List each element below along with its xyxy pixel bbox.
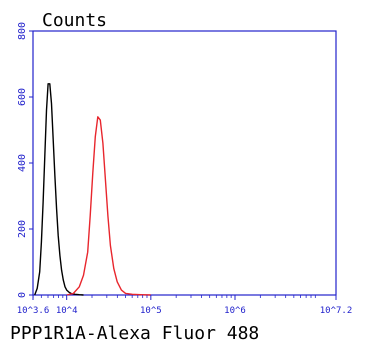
axes-layer: 0 200 400 600 800 10^3.6 10^4 10^5 10^6 10^7.2 <box>17 22 353 316</box>
plot-frame <box>32 30 337 296</box>
y-tick-label: 200 <box>17 220 28 238</box>
x-tick-label: 10^3.6 <box>17 306 50 316</box>
y-tick-label: 600 <box>17 88 28 106</box>
series-line-1 <box>34 83 84 296</box>
series-line-2 <box>66 116 151 296</box>
y-tick-label: 400 <box>17 154 28 172</box>
x-tick-label: 10^5 <box>140 306 162 316</box>
x-tick-label: 10^6 <box>224 306 246 316</box>
x-tick-label: 10^4 <box>56 306 78 316</box>
y-tick-label: 800 <box>17 22 28 40</box>
x-tick-label: 10^7.2 <box>320 306 353 316</box>
curves-layer <box>34 83 151 296</box>
chart-title: Counts <box>42 10 107 31</box>
y-tick-label: 0 <box>17 292 28 298</box>
x-axis-label: PPP1R1A-Alexa Fluor 488 <box>10 323 259 344</box>
